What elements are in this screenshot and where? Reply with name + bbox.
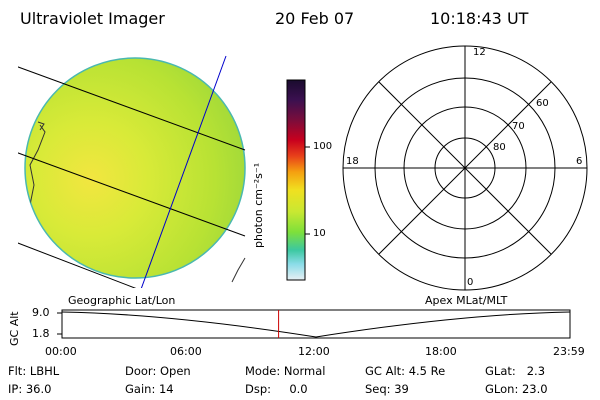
status-seq: Seq: 39 [365, 382, 409, 396]
status-glon: GLon: 23.0 [485, 382, 548, 396]
mlt-label-12: 12 [473, 47, 486, 58]
status-dsp: Dsp: 0.0 [245, 382, 308, 396]
mlt-label-6: 6 [576, 156, 583, 167]
mlt-label-18: 18 [346, 156, 359, 167]
timeline-x-tick-1200: 12:00 [298, 345, 330, 358]
status-ip: IP: 36.0 [8, 382, 52, 396]
status-gain: Gain: 14 [125, 382, 174, 396]
status-gc-alt: GC Alt: 4.5 Re [365, 364, 446, 378]
geographic-label: Geographic Lat/Lon [68, 294, 176, 307]
geographic-image-panel [18, 55, 246, 288]
lat-lon-grid [18, 55, 246, 288]
meridian-line [140, 55, 227, 288]
apex-label: Apex MLat/MLT [425, 294, 508, 307]
mlat-label-80: 80 [493, 142, 506, 153]
instrument-title: Ultraviolet Imager [20, 9, 165, 28]
polar-grid [342, 45, 588, 291]
colorbar [286, 79, 310, 281]
timeline-x-tick-0000: 00:00 [45, 345, 77, 358]
status-door: Door: Open [125, 364, 191, 378]
status-mode: Mode: Normal [245, 364, 326, 378]
timeline-x-tick-0600: 06:00 [170, 345, 202, 358]
colorbar-tick-10: 10 [313, 228, 326, 239]
mlat-label-70: 70 [512, 121, 525, 132]
colorbar-tick-100: 100 [313, 141, 333, 152]
altitude-timeline [57, 309, 571, 339]
colorbar-unit-label: photon cm⁻²s⁻¹ [252, 162, 265, 248]
timeline-x-tick-2359: 23:59 [553, 345, 585, 358]
timeline-y-label: GC Alt [8, 311, 21, 346]
status-filter: Flt: LBHL [8, 364, 60, 378]
timeline-y-tick-low: 1.8 [32, 327, 50, 340]
earth-disk [24, 57, 246, 279]
header-date: 20 Feb 07 [275, 9, 355, 28]
header-time: 10:18:43 UT [430, 9, 529, 28]
status-glat: GLat: 2.3 [485, 364, 546, 378]
timeline-y-tick-high: 9.0 [32, 306, 50, 319]
mlat-label-60: 60 [536, 98, 549, 109]
mlt-label-0: 0 [467, 277, 474, 288]
timeline-x-tick-1800: 18:00 [425, 345, 457, 358]
